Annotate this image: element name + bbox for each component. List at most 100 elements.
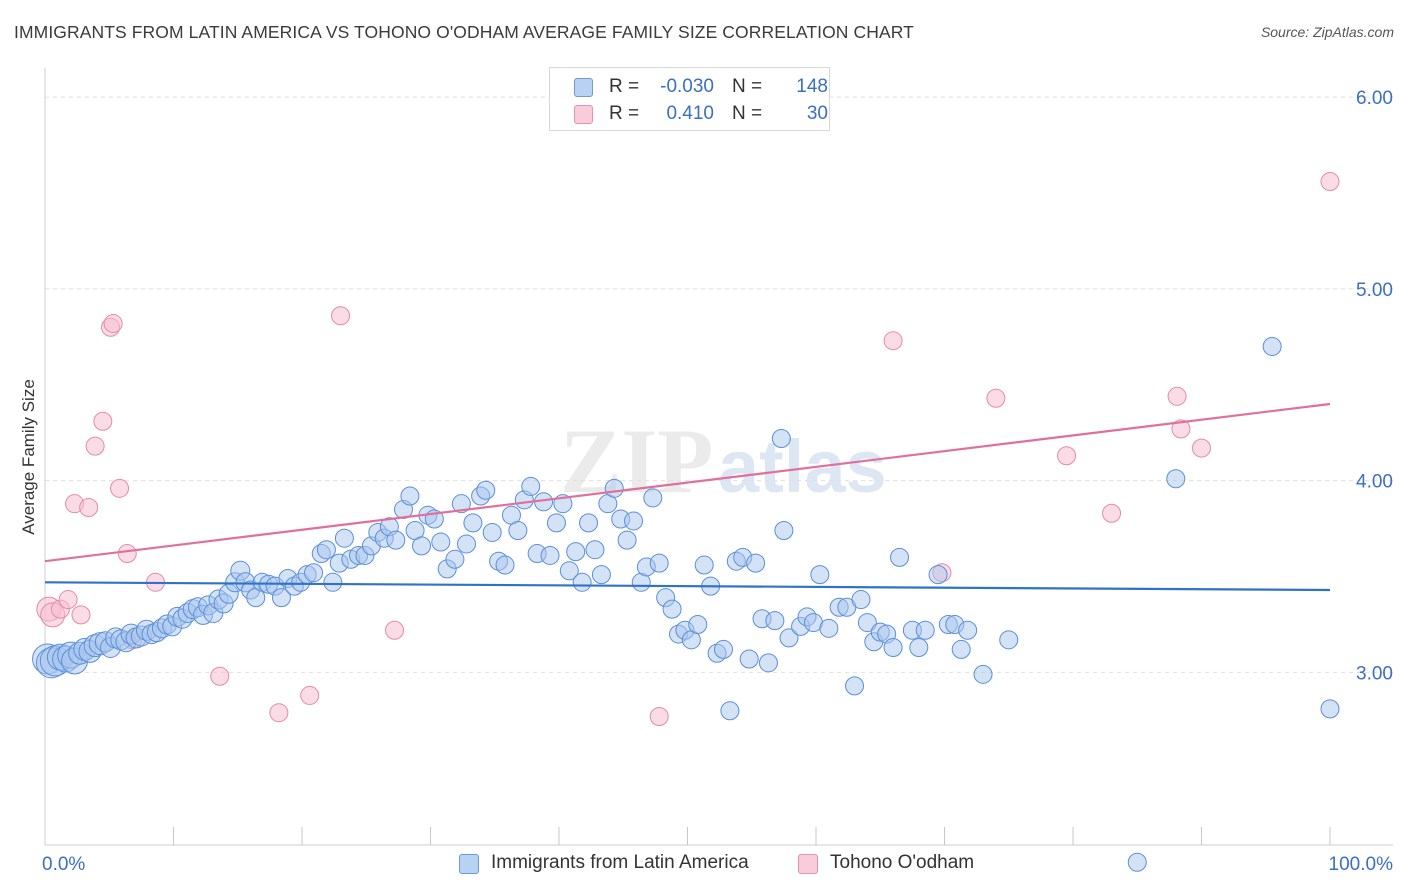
n-label: N =	[732, 76, 763, 97]
latin-america-point	[456, 534, 476, 554]
latin-america-point	[857, 613, 877, 633]
tohono-point	[110, 478, 130, 498]
tick-labels: 3.00 4.00 5.00 6.00 0.0% 100.0%	[42, 88, 1393, 875]
latin-america-point	[323, 572, 343, 592]
legend-item-tohono: Tohono O'odham	[798, 851, 998, 877]
trend-lines	[44, 402, 1331, 592]
latin-america-point	[271, 588, 291, 608]
latin-america-point	[451, 494, 471, 514]
latin-america-point	[591, 565, 611, 585]
tohono-point	[117, 544, 137, 564]
tohono-trend-line	[44, 402, 1331, 563]
latin-america-point	[643, 488, 663, 508]
watermark-atlas: atlas	[718, 425, 887, 508]
latin-america-point	[771, 428, 791, 448]
latin-america-point	[662, 599, 682, 619]
source-label: Source: ZipAtlas.com	[1260, 24, 1394, 40]
tohono-point	[649, 707, 669, 727]
latin-america-point	[1320, 699, 1340, 719]
tohono-point	[269, 703, 289, 723]
tohono-point	[103, 313, 123, 333]
tohono-point	[1167, 386, 1187, 406]
latin-america-point	[909, 637, 929, 657]
latin-america-point	[624, 511, 644, 531]
latin-america-point	[928, 565, 948, 585]
tohono-point	[1102, 503, 1122, 523]
latin-america-point	[694, 555, 714, 575]
latin-america-point	[720, 701, 740, 721]
chart-title: IMMIGRANTS FROM LATIN AMERICA VS TOHONO …	[14, 22, 914, 42]
latin-america-point	[540, 545, 560, 565]
latin-america-point	[482, 522, 502, 542]
latin-america-point	[1127, 852, 1147, 872]
tohono-point	[1320, 172, 1340, 192]
r-label: R =	[609, 76, 640, 97]
tohono-point	[58, 590, 78, 610]
stats-legend: R = -0.030 N = 148 R = 0.410 N = 30	[549, 67, 830, 131]
r-label: R =	[609, 103, 640, 124]
legend-swatch-blue	[459, 854, 479, 874]
pink-swatch	[574, 105, 593, 124]
latin-america-point	[334, 528, 354, 548]
legend-swatch-pink	[798, 854, 818, 874]
latin-america-point	[810, 565, 830, 585]
latin-america-point	[495, 555, 515, 575]
blue-swatch	[574, 78, 593, 97]
tohono-point	[71, 605, 91, 625]
latin-america-point	[746, 553, 766, 573]
latin-america-point	[386, 530, 406, 550]
latin-america-point	[883, 637, 903, 657]
tohono-point	[331, 306, 351, 326]
y-tick-label: 3.00	[1356, 663, 1393, 684]
latin-america-point	[951, 639, 971, 659]
latin-america-point	[476, 480, 496, 500]
tohono-point	[986, 388, 1006, 408]
latin-america-point	[445, 549, 465, 569]
axes	[44, 68, 1393, 846]
latin-america-point	[845, 676, 865, 696]
legend-label-latin-america: Immigrants from Latin America	[491, 852, 749, 873]
tohono-point	[1171, 419, 1191, 439]
tohono-point	[1192, 438, 1211, 458]
y-tick-label: 4.00	[1356, 472, 1393, 493]
latin-america-point	[1166, 469, 1186, 489]
latin-america-point	[999, 630, 1019, 650]
y-axis-label: Average Family Size	[19, 379, 38, 535]
latin-america-point	[617, 530, 637, 550]
latin-america-point	[958, 620, 978, 640]
n-label: N =	[732, 103, 763, 124]
r-value: 0.410	[666, 103, 714, 124]
latin-america-point	[412, 536, 432, 556]
tohono-point	[210, 666, 230, 686]
latin-america-point	[765, 611, 785, 631]
legend-item-latin-america: Immigrants from Latin America	[459, 851, 779, 877]
latin-america-point	[774, 521, 794, 541]
latin-america-point	[649, 553, 669, 573]
x-tick-label-end: 100.0%	[1329, 854, 1394, 875]
latin-america-point	[546, 513, 566, 533]
n-value: 30	[806, 103, 828, 124]
tohono-point	[883, 331, 903, 351]
latin-america-point	[890, 547, 910, 567]
tohono-point	[300, 685, 320, 705]
latin-america-point	[572, 572, 592, 592]
latin-america-point	[579, 513, 599, 533]
latin-america-point	[739, 649, 759, 669]
latin-america-point	[400, 486, 420, 506]
latin-america-trend-line	[44, 581, 1331, 592]
latin-america-point	[463, 513, 483, 533]
latin-america-point	[585, 540, 605, 560]
tohono-point	[385, 620, 405, 640]
latin-america-point	[508, 521, 528, 541]
latin-america-point	[713, 639, 733, 659]
latin-america-point	[431, 532, 451, 552]
latin-america-point	[304, 563, 324, 583]
latin-america-point	[1262, 336, 1282, 356]
latin-america-point	[851, 590, 871, 610]
tohono-point	[93, 411, 113, 431]
latin-america-point	[604, 478, 624, 498]
latin-america-point	[316, 540, 336, 560]
n-value: 148	[796, 76, 828, 97]
latin-america-point	[819, 618, 839, 638]
